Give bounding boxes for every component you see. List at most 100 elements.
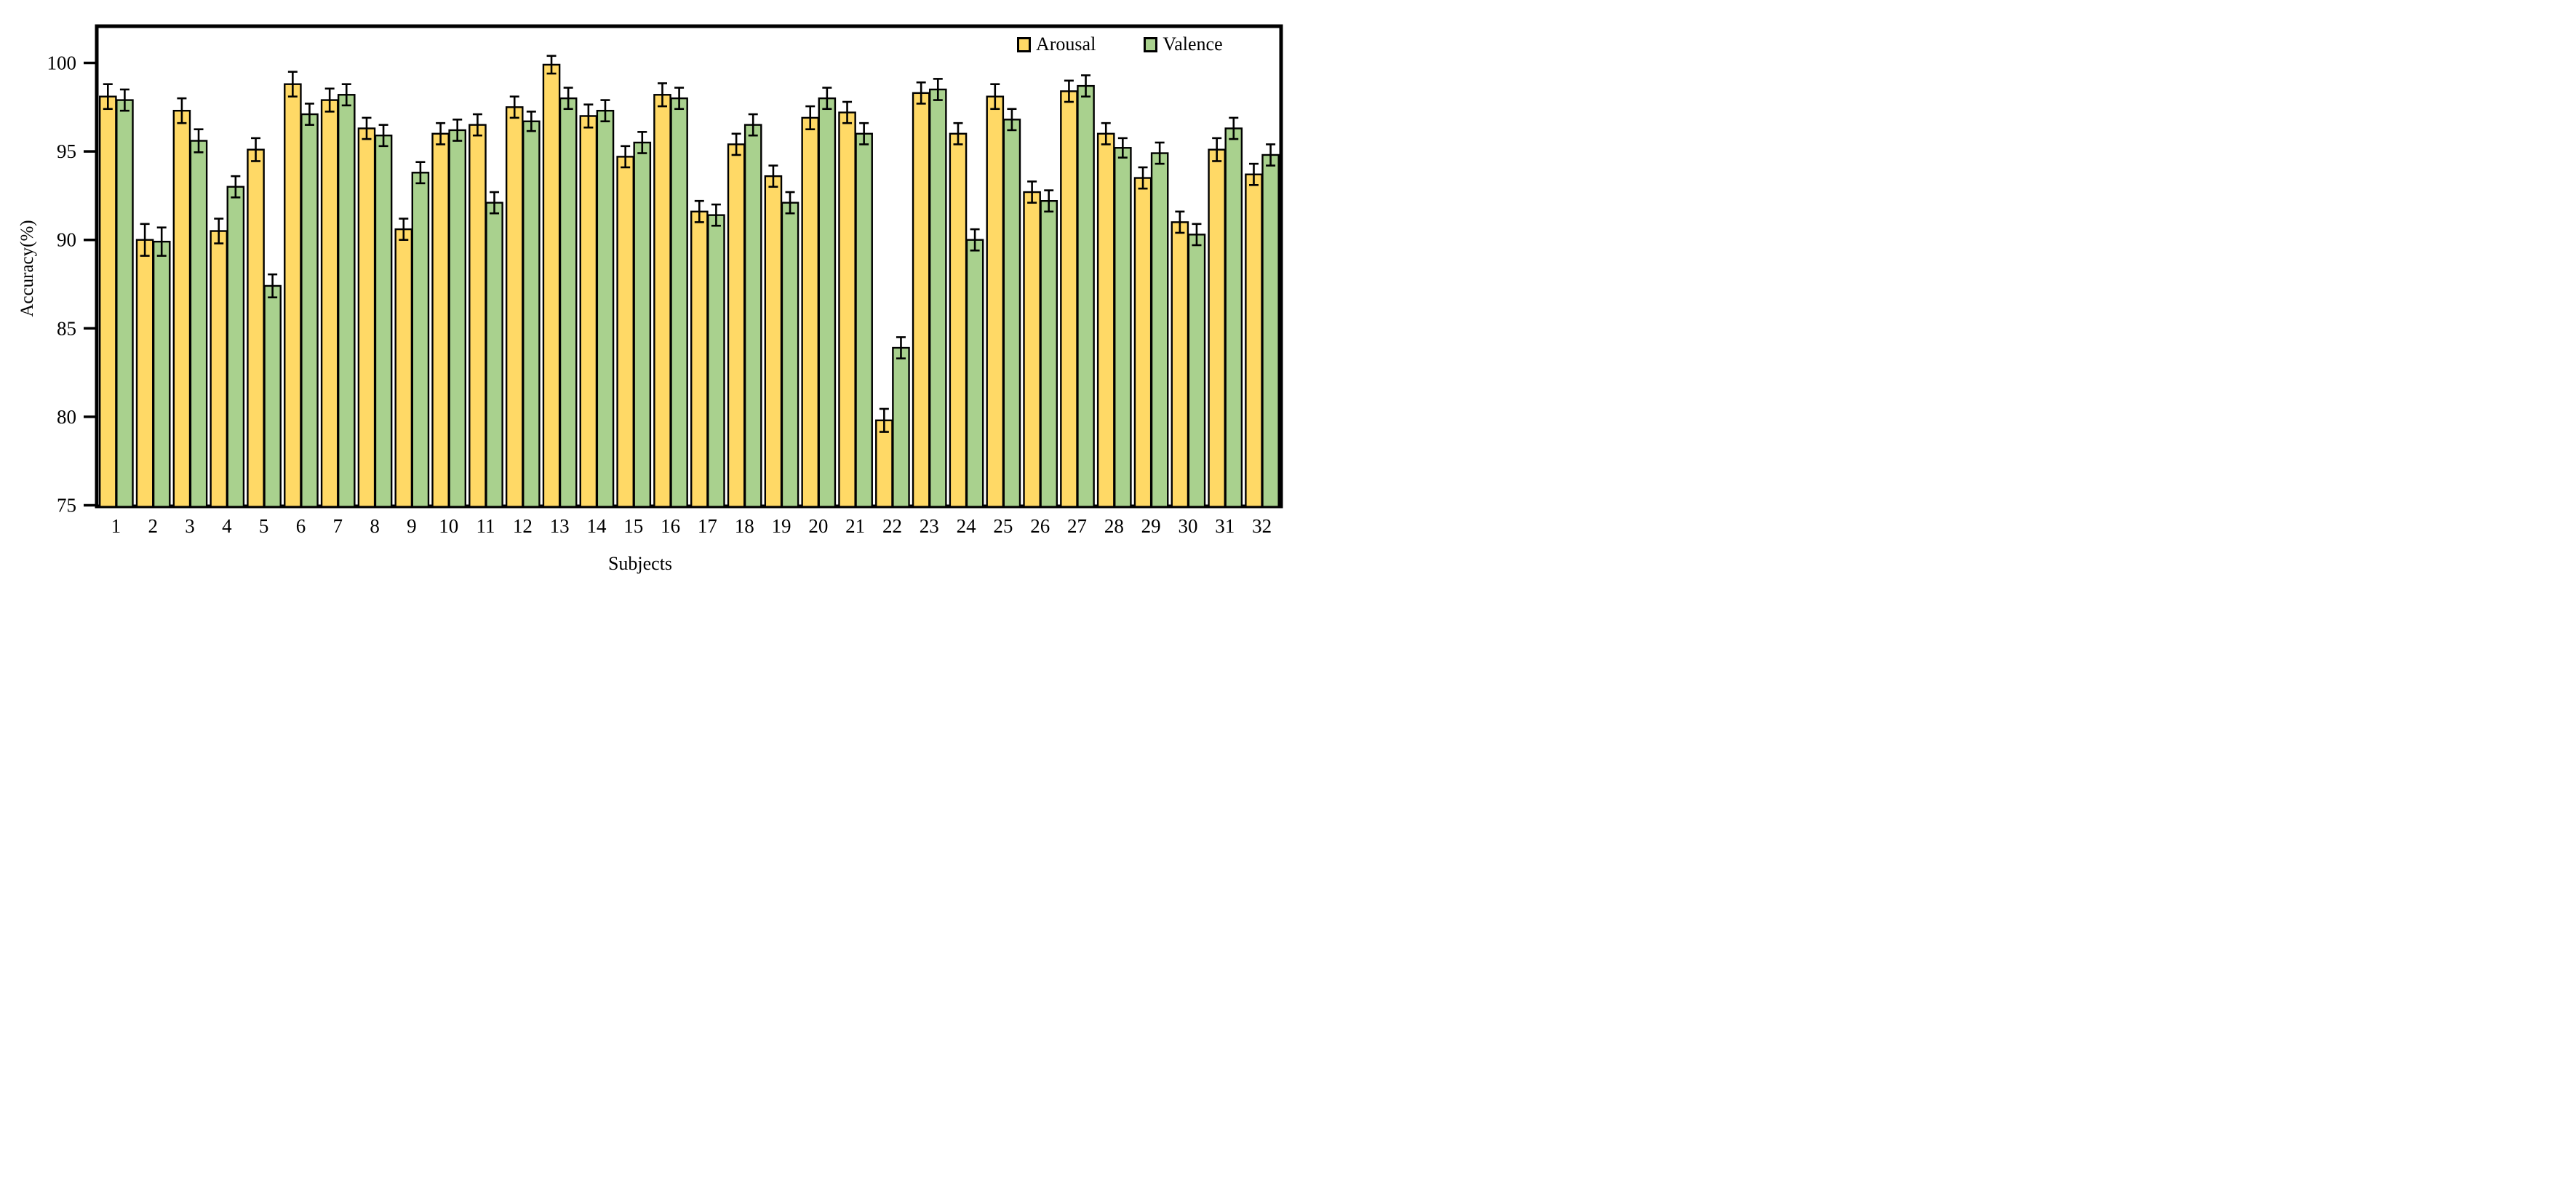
bar-arousal-12 bbox=[505, 106, 524, 508]
bar-valence-22 bbox=[892, 346, 910, 508]
bar-arousal-32 bbox=[1245, 173, 1263, 508]
error-bar-valence-14 bbox=[600, 99, 610, 123]
legend: Arousal Valence bbox=[1017, 35, 1223, 54]
error-bar-valence-25 bbox=[1007, 108, 1017, 132]
error-bar-arousal-8 bbox=[362, 116, 372, 140]
y-tick-label-100: 100 bbox=[47, 52, 77, 74]
bar-valence-15 bbox=[633, 141, 652, 508]
plot-border bbox=[95, 24, 1283, 509]
error-bar-valence-6 bbox=[304, 103, 314, 126]
bar-valence-18 bbox=[743, 124, 762, 508]
bar-valence-9 bbox=[411, 172, 430, 508]
bar-valence-12 bbox=[522, 120, 541, 508]
bar-valence-2 bbox=[152, 240, 171, 508]
x-tick-label-1: 1 bbox=[111, 515, 121, 537]
x-tick-label-26: 26 bbox=[1030, 515, 1050, 537]
error-bar-arousal-3 bbox=[177, 97, 187, 124]
bar-arousal-13 bbox=[542, 63, 561, 508]
bar-valence-29 bbox=[1150, 152, 1169, 508]
bar-chart-figure: 75 80 85 90 95 100 1 2 3 4 5 6 7 8 9 10 11 12 13 14 15 16 17 18… bbox=[0, 0, 1288, 592]
error-bar-valence-18 bbox=[748, 113, 758, 137]
error-bar-valence-9 bbox=[415, 161, 426, 185]
x-tick-label-12: 12 bbox=[513, 515, 533, 537]
bar-valence-16 bbox=[670, 97, 688, 508]
error-bar-arousal-22 bbox=[879, 407, 889, 433]
bar-valence-13 bbox=[559, 97, 578, 508]
bar-arousal-2 bbox=[135, 239, 154, 508]
error-bar-arousal-17 bbox=[694, 199, 704, 223]
bar-valence-31 bbox=[1224, 127, 1243, 508]
bar-arousal-8 bbox=[357, 127, 376, 508]
bar-valence-19 bbox=[781, 202, 799, 508]
bar-arousal-23 bbox=[912, 92, 930, 508]
x-tick-label-28: 28 bbox=[1104, 515, 1124, 537]
error-bar-arousal-29 bbox=[1138, 166, 1148, 190]
x-tick-label-4: 4 bbox=[222, 515, 232, 537]
x-tick-label-20: 20 bbox=[808, 515, 828, 537]
bar-arousal-5 bbox=[247, 148, 265, 508]
x-tick-label-30: 30 bbox=[1178, 515, 1197, 537]
bar-valence-17 bbox=[707, 214, 725, 508]
bar-valence-1 bbox=[116, 99, 134, 508]
y-tick-label-85: 85 bbox=[57, 317, 76, 339]
error-bar-arousal-13 bbox=[546, 55, 557, 75]
bar-arousal-26 bbox=[1023, 191, 1041, 508]
legend-item-arousal: Arousal bbox=[1017, 35, 1096, 54]
error-bar-arousal-1 bbox=[103, 83, 113, 111]
error-bar-arousal-18 bbox=[731, 132, 741, 156]
y-tick-label-95: 95 bbox=[57, 140, 76, 162]
bar-valence-10 bbox=[448, 129, 467, 508]
bar-valence-25 bbox=[1002, 119, 1021, 508]
bar-arousal-6 bbox=[284, 83, 302, 508]
error-bar-arousal-14 bbox=[583, 103, 594, 129]
bar-valence-26 bbox=[1040, 199, 1058, 508]
x-tick-label-15: 15 bbox=[623, 515, 643, 537]
x-tick-label-8: 8 bbox=[370, 515, 380, 537]
bar-arousal-3 bbox=[172, 109, 191, 508]
bar-arousal-31 bbox=[1208, 148, 1226, 508]
legend-label-valence: Valence bbox=[1163, 33, 1223, 55]
error-bar-valence-26 bbox=[1044, 189, 1054, 213]
error-bar-valence-31 bbox=[1229, 116, 1239, 140]
error-bar-valence-29 bbox=[1155, 141, 1165, 165]
x-tick-label-21: 21 bbox=[845, 515, 865, 537]
error-bar-valence-15 bbox=[637, 131, 647, 154]
error-bar-valence-20 bbox=[822, 87, 832, 111]
error-bar-arousal-21 bbox=[842, 100, 853, 124]
error-bar-valence-5 bbox=[268, 273, 278, 299]
bar-valence-7 bbox=[337, 94, 356, 508]
error-bar-arousal-11 bbox=[472, 113, 482, 137]
error-bar-arousal-9 bbox=[399, 218, 409, 242]
error-bar-valence-7 bbox=[341, 83, 351, 107]
x-tick-label-25: 25 bbox=[993, 515, 1013, 537]
error-bar-valence-1 bbox=[119, 88, 129, 112]
bar-valence-32 bbox=[1261, 154, 1280, 508]
error-bar-arousal-6 bbox=[287, 71, 298, 98]
bar-arousal-25 bbox=[986, 95, 1005, 508]
x-tick-label-31: 31 bbox=[1215, 515, 1235, 537]
error-bar-arousal-10 bbox=[436, 122, 446, 146]
error-bar-valence-28 bbox=[1117, 137, 1128, 159]
error-bar-valence-2 bbox=[156, 226, 167, 257]
error-bar-arousal-19 bbox=[768, 164, 778, 188]
error-bar-arousal-31 bbox=[1212, 137, 1222, 162]
x-tick-label-5: 5 bbox=[259, 515, 269, 537]
bar-arousal-10 bbox=[431, 132, 450, 508]
error-bar-valence-17 bbox=[711, 203, 721, 227]
bar-valence-21 bbox=[855, 132, 873, 508]
legend-label-arousal: Arousal bbox=[1036, 33, 1096, 55]
error-bar-valence-24 bbox=[970, 228, 980, 252]
bar-valence-14 bbox=[596, 109, 615, 508]
error-bar-arousal-20 bbox=[805, 105, 816, 130]
error-bar-arousal-4 bbox=[214, 218, 224, 244]
error-bar-arousal-7 bbox=[324, 87, 335, 113]
bar-arousal-1 bbox=[98, 95, 117, 508]
x-tick-label-2: 2 bbox=[148, 515, 158, 537]
x-tick-label-22: 22 bbox=[882, 515, 902, 537]
error-bar-valence-22 bbox=[896, 336, 906, 359]
bar-valence-5 bbox=[263, 284, 282, 508]
x-tick-label-18: 18 bbox=[735, 515, 754, 537]
y-tick-label-80: 80 bbox=[57, 406, 76, 428]
bar-valence-11 bbox=[485, 202, 503, 508]
bar-arousal-11 bbox=[468, 124, 487, 508]
